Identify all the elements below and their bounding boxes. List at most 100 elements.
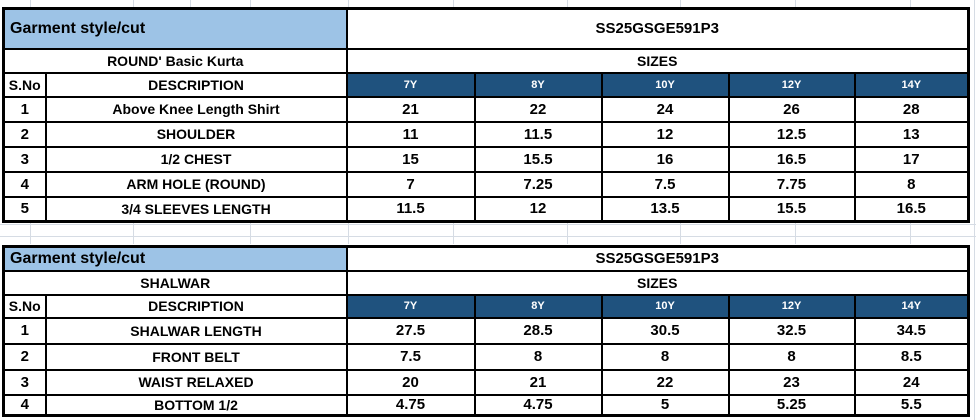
sizes-label-cell[interactable]: SIZES bbox=[345, 47, 970, 74]
table-row: Garment style/cut SS25GSGE591P3 bbox=[2, 245, 970, 272]
description-cell[interactable]: Above Knee Length Shirt bbox=[44, 95, 348, 123]
description-cell[interactable]: FRONT BELT bbox=[44, 342, 348, 371]
value-cell[interactable]: 21 bbox=[473, 368, 603, 396]
style-code-cell[interactable]: SS25GSGE591P3 bbox=[345, 245, 970, 272]
size-header-8y[interactable]: 8Y bbox=[473, 293, 603, 319]
garment-style-cut-cell[interactable]: Garment style/cut bbox=[2, 245, 348, 272]
value-cell[interactable]: 13.5 bbox=[600, 195, 730, 223]
value-cell[interactable]: 22 bbox=[473, 95, 603, 123]
value-cell[interactable]: 13 bbox=[853, 120, 970, 148]
garment-style-cut-cell[interactable]: Garment style/cut bbox=[2, 7, 348, 50]
size-header-12y[interactable]: 12Y bbox=[727, 293, 856, 319]
value-cell[interactable]: 15.5 bbox=[727, 195, 856, 223]
size-header-7y[interactable]: 7Y bbox=[345, 293, 476, 319]
value-cell[interactable]: 23 bbox=[727, 368, 856, 396]
value-cell[interactable]: 17 bbox=[853, 145, 970, 173]
gridline bbox=[680, 0, 681, 7]
sno-cell[interactable]: 4 bbox=[2, 170, 47, 198]
sno-cell[interactable]: 2 bbox=[2, 342, 47, 371]
garment-name-cell[interactable]: ROUND' Basic Kurta bbox=[2, 47, 348, 74]
value-cell[interactable]: 20 bbox=[345, 368, 476, 396]
size-header-14y[interactable]: 14Y bbox=[853, 293, 970, 319]
value-cell[interactable]: 12.5 bbox=[727, 120, 856, 148]
description-header-cell[interactable]: DESCRIPTION bbox=[44, 293, 348, 319]
value-cell[interactable]: 24 bbox=[853, 368, 970, 396]
sno-header-cell[interactable]: S.No bbox=[2, 71, 47, 98]
gridline bbox=[250, 222, 251, 244]
value-cell[interactable]: 27.5 bbox=[345, 316, 476, 345]
value-cell[interactable]: 11.5 bbox=[473, 120, 603, 148]
value-cell[interactable]: 4.75 bbox=[345, 393, 476, 417]
gridline bbox=[910, 222, 911, 244]
description-cell[interactable]: 1/2 CHEST bbox=[44, 145, 348, 173]
value-cell[interactable]: 28 bbox=[853, 95, 970, 123]
size-header-14y[interactable]: 14Y bbox=[853, 71, 970, 98]
value-cell[interactable]: 11.5 bbox=[345, 195, 476, 223]
size-header-10y[interactable]: 10Y bbox=[600, 71, 730, 98]
sno-cell[interactable]: 3 bbox=[2, 368, 47, 396]
value-cell[interactable]: 8 bbox=[473, 342, 603, 371]
sno-cell[interactable]: 4 bbox=[2, 393, 47, 417]
garment-name-cell[interactable]: SHALWAR bbox=[2, 269, 348, 296]
size-header-12y[interactable]: 12Y bbox=[727, 71, 856, 98]
sno-header-cell[interactable]: S.No bbox=[2, 293, 47, 319]
sizes-label-cell[interactable]: SIZES bbox=[345, 269, 970, 296]
table-row: 3 WAIST RELAXED 20 21 22 23 24 bbox=[2, 368, 970, 396]
value-cell[interactable]: 7.25 bbox=[473, 170, 603, 198]
value-cell[interactable]: 7.5 bbox=[600, 170, 730, 198]
value-cell[interactable]: 15 bbox=[345, 145, 476, 173]
gridline bbox=[974, 0, 975, 420]
sno-cell[interactable]: 1 bbox=[2, 95, 47, 123]
description-header-cell[interactable]: DESCRIPTION bbox=[44, 71, 348, 98]
table-row: ROUND' Basic Kurta SIZES bbox=[2, 47, 970, 74]
gridline bbox=[30, 0, 31, 7]
value-cell[interactable]: 28.5 bbox=[473, 316, 603, 345]
value-cell[interactable]: 12 bbox=[473, 195, 603, 223]
value-cell[interactable]: 16.5 bbox=[727, 145, 856, 173]
value-cell[interactable]: 26 bbox=[727, 95, 856, 123]
table-row: 5 3/4 SLEEVES LENGTH 11.5 12 13.5 15.5 1… bbox=[2, 195, 970, 223]
description-cell[interactable]: ARM HOLE (ROUND) bbox=[44, 170, 348, 198]
value-cell[interactable]: 11 bbox=[345, 120, 476, 148]
value-cell[interactable]: 8 bbox=[727, 342, 856, 371]
size-header-7y[interactable]: 7Y bbox=[345, 71, 476, 98]
description-cell[interactable]: 3/4 SLEEVES LENGTH bbox=[44, 195, 348, 223]
value-cell[interactable]: 5.25 bbox=[727, 393, 856, 417]
value-cell[interactable]: 8.5 bbox=[853, 342, 970, 371]
value-cell[interactable]: 21 bbox=[345, 95, 476, 123]
value-cell[interactable]: 24 bbox=[600, 95, 730, 123]
description-cell[interactable]: BOTTOM 1/2 bbox=[44, 393, 348, 417]
value-cell[interactable]: 7 bbox=[345, 170, 476, 198]
gridline bbox=[795, 222, 796, 244]
value-cell[interactable]: 16.5 bbox=[853, 195, 970, 223]
value-cell[interactable]: 8 bbox=[600, 342, 730, 371]
gridline bbox=[133, 0, 134, 7]
table-row: SHALWAR SIZES bbox=[2, 269, 970, 296]
table-header-row: S.No DESCRIPTION 7Y 8Y 10Y 12Y 14Y bbox=[2, 293, 970, 319]
value-cell[interactable]: 16 bbox=[600, 145, 730, 173]
value-cell[interactable]: 4.75 bbox=[473, 393, 603, 417]
size-header-8y[interactable]: 8Y bbox=[473, 71, 603, 98]
value-cell[interactable]: 7.5 bbox=[345, 342, 476, 371]
value-cell[interactable]: 30.5 bbox=[600, 316, 730, 345]
value-cell[interactable]: 8 bbox=[853, 170, 970, 198]
value-cell[interactable]: 15.5 bbox=[473, 145, 603, 173]
value-cell[interactable]: 7.75 bbox=[727, 170, 856, 198]
sno-cell[interactable]: 5 bbox=[2, 195, 47, 223]
style-code-cell[interactable]: SS25GSGE591P3 bbox=[345, 7, 970, 50]
sno-cell[interactable]: 1 bbox=[2, 316, 47, 345]
value-cell[interactable]: 5 bbox=[600, 393, 730, 417]
description-cell[interactable]: SHOULDER bbox=[44, 120, 348, 148]
table-row: 4 ARM HOLE (ROUND) 7 7.25 7.5 7.75 8 bbox=[2, 170, 970, 198]
value-cell[interactable]: 5.5 bbox=[853, 393, 970, 417]
value-cell[interactable]: 32.5 bbox=[727, 316, 856, 345]
size-header-10y[interactable]: 10Y bbox=[600, 293, 730, 319]
value-cell[interactable]: 12 bbox=[600, 120, 730, 148]
value-cell[interactable]: 34.5 bbox=[853, 316, 970, 345]
sno-cell[interactable]: 3 bbox=[2, 145, 47, 173]
description-cell[interactable]: SHALWAR LENGTH bbox=[44, 316, 348, 345]
description-cell[interactable]: WAIST RELAXED bbox=[44, 368, 348, 396]
value-cell[interactable]: 22 bbox=[600, 368, 730, 396]
sno-cell[interactable]: 2 bbox=[2, 120, 47, 148]
